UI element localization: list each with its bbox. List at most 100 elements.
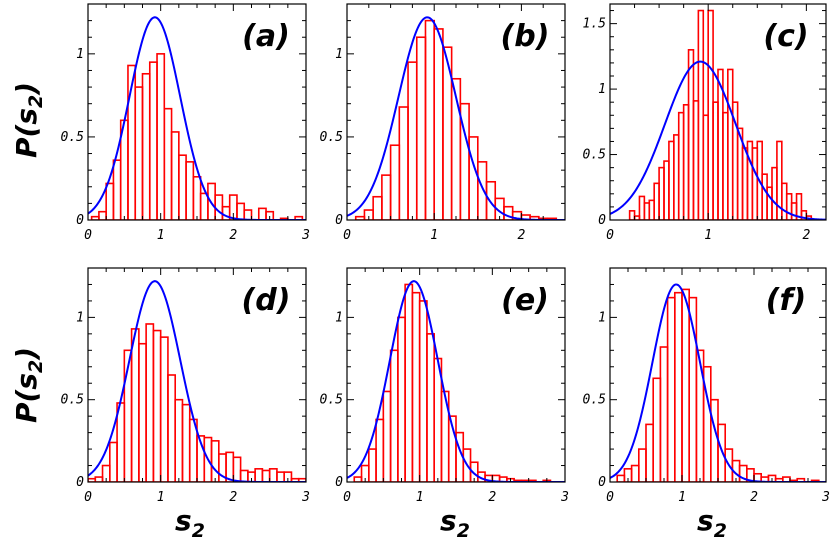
y-tick-label: 0.5	[320, 393, 344, 408]
histogram-bar	[415, 36, 427, 220]
histogram-bar	[159, 336, 169, 482]
histogram-bar	[214, 194, 224, 220]
y-tick-label: 1.5	[583, 17, 607, 32]
y-tick-label: 0.5	[320, 130, 344, 145]
x-tick-label: 3	[301, 490, 310, 505]
histogram-bar	[398, 106, 409, 220]
histogram-bar	[109, 441, 118, 482]
fit-curve-line	[610, 283, 826, 482]
histogram-bar	[105, 182, 115, 220]
x-tick-label: 2	[229, 490, 237, 505]
x-tick-label: 0	[84, 490, 92, 505]
histogram-bar	[94, 476, 104, 482]
histogram-bar	[645, 423, 654, 482]
panel-c: 0 1 2 0 0.5 1 1.5 (c)	[583, 3, 827, 243]
histogram-bar	[98, 210, 107, 220]
histogram-bar	[630, 464, 640, 482]
histogram-bar	[397, 316, 406, 482]
y-tick-label: 1	[76, 47, 84, 62]
x-tick-label: 3	[301, 228, 310, 243]
y-tick-label: 0	[76, 213, 84, 228]
x-tick-label: 2	[750, 490, 758, 505]
y-tick-label: 0.5	[61, 130, 85, 145]
histogram-bar	[424, 19, 436, 220]
panel-d-label: (d)	[242, 283, 291, 318]
histogram-bar	[476, 161, 488, 220]
histogram-bar	[199, 192, 209, 220]
histogram-bar	[297, 477, 306, 482]
x-tick-label: 0	[343, 228, 351, 243]
y-tick-label: 0.5	[583, 148, 607, 163]
panel-f-label: (f)	[766, 283, 806, 318]
histogram-bar	[382, 390, 392, 482]
histogram-bar	[257, 207, 267, 220]
x-tick-label: 2	[517, 228, 525, 243]
histogram-bar	[145, 323, 155, 482]
panel-f-plot-area	[610, 283, 826, 482]
histogram-bar	[167, 374, 177, 482]
x-tick-label: 1	[157, 490, 165, 505]
histogram-bar	[709, 398, 719, 482]
histogram-bar	[372, 195, 383, 220]
histogram-bar	[112, 159, 122, 220]
y-tick-label: 0	[335, 475, 343, 490]
histogram-bar	[174, 398, 184, 482]
histogram-bar	[637, 448, 647, 482]
histogram-bar	[236, 202, 246, 220]
histogram-bar	[375, 418, 385, 482]
x-tick-label: 2	[802, 228, 810, 243]
histogram-bar	[433, 28, 444, 220]
histogram-bar	[418, 300, 428, 482]
x-tick-label: 1	[416, 490, 424, 505]
x-axis-title-b: s2	[440, 504, 470, 541]
histogram-bar	[776, 140, 783, 220]
fit-curve-line	[610, 60, 826, 220]
y-tick-label: 1	[76, 310, 84, 325]
x-tick-label: 0	[606, 490, 614, 505]
histogram-bar	[681, 288, 690, 482]
histogram-bar	[389, 349, 399, 482]
y-tick-label: 1	[335, 47, 343, 62]
panel-c-label: (c)	[763, 19, 808, 54]
histogram-bar	[261, 469, 271, 482]
histogram-bar	[138, 342, 147, 482]
y-tick-label: 0	[598, 475, 606, 490]
histogram-bar	[163, 107, 173, 220]
histogram-bar	[152, 329, 162, 482]
histogram-bar	[796, 477, 806, 482]
histogram-bar	[389, 144, 401, 220]
fit-curve-line	[347, 280, 565, 482]
histogram-bar	[170, 131, 180, 220]
histogram-bar	[411, 291, 421, 482]
y-tick-label: 1	[335, 310, 343, 325]
histogram-bar	[294, 215, 304, 220]
x-tick-label: 1	[157, 228, 165, 243]
x-tick-label: 3	[560, 490, 569, 505]
histogram-bar	[353, 476, 363, 482]
histogram-bar	[666, 296, 676, 482]
x-tick-label: 1	[704, 228, 712, 243]
histogram-bar	[178, 154, 187, 220]
histogram-bar	[210, 440, 220, 482]
histogram-bar	[367, 448, 377, 482]
histogram-bar	[148, 61, 158, 220]
y-tick-label: 1	[598, 310, 606, 325]
histogram-bar	[283, 471, 293, 482]
histogram-bar	[243, 209, 253, 220]
x-tick-label: 0	[606, 228, 614, 243]
histogram-bar	[717, 423, 726, 482]
histogram-bar	[652, 377, 662, 482]
x-axis-title-c: s2	[697, 504, 727, 541]
histogram-bar	[404, 283, 414, 482]
histogram-bar	[659, 346, 669, 482]
x-tick-label: 2	[229, 228, 237, 243]
histogram-bar	[185, 161, 195, 220]
histogram-bar	[268, 468, 278, 482]
y-tick-label: 1	[598, 82, 606, 97]
histogram-bar	[141, 72, 151, 220]
y-axis-title-bottom: P(s2)	[10, 347, 47, 423]
histogram-bar	[156, 53, 166, 220]
panel-f: 0 1 2 3 0 0.5 1 (f)	[583, 267, 830, 505]
panel-a-label: (a)	[242, 19, 290, 54]
